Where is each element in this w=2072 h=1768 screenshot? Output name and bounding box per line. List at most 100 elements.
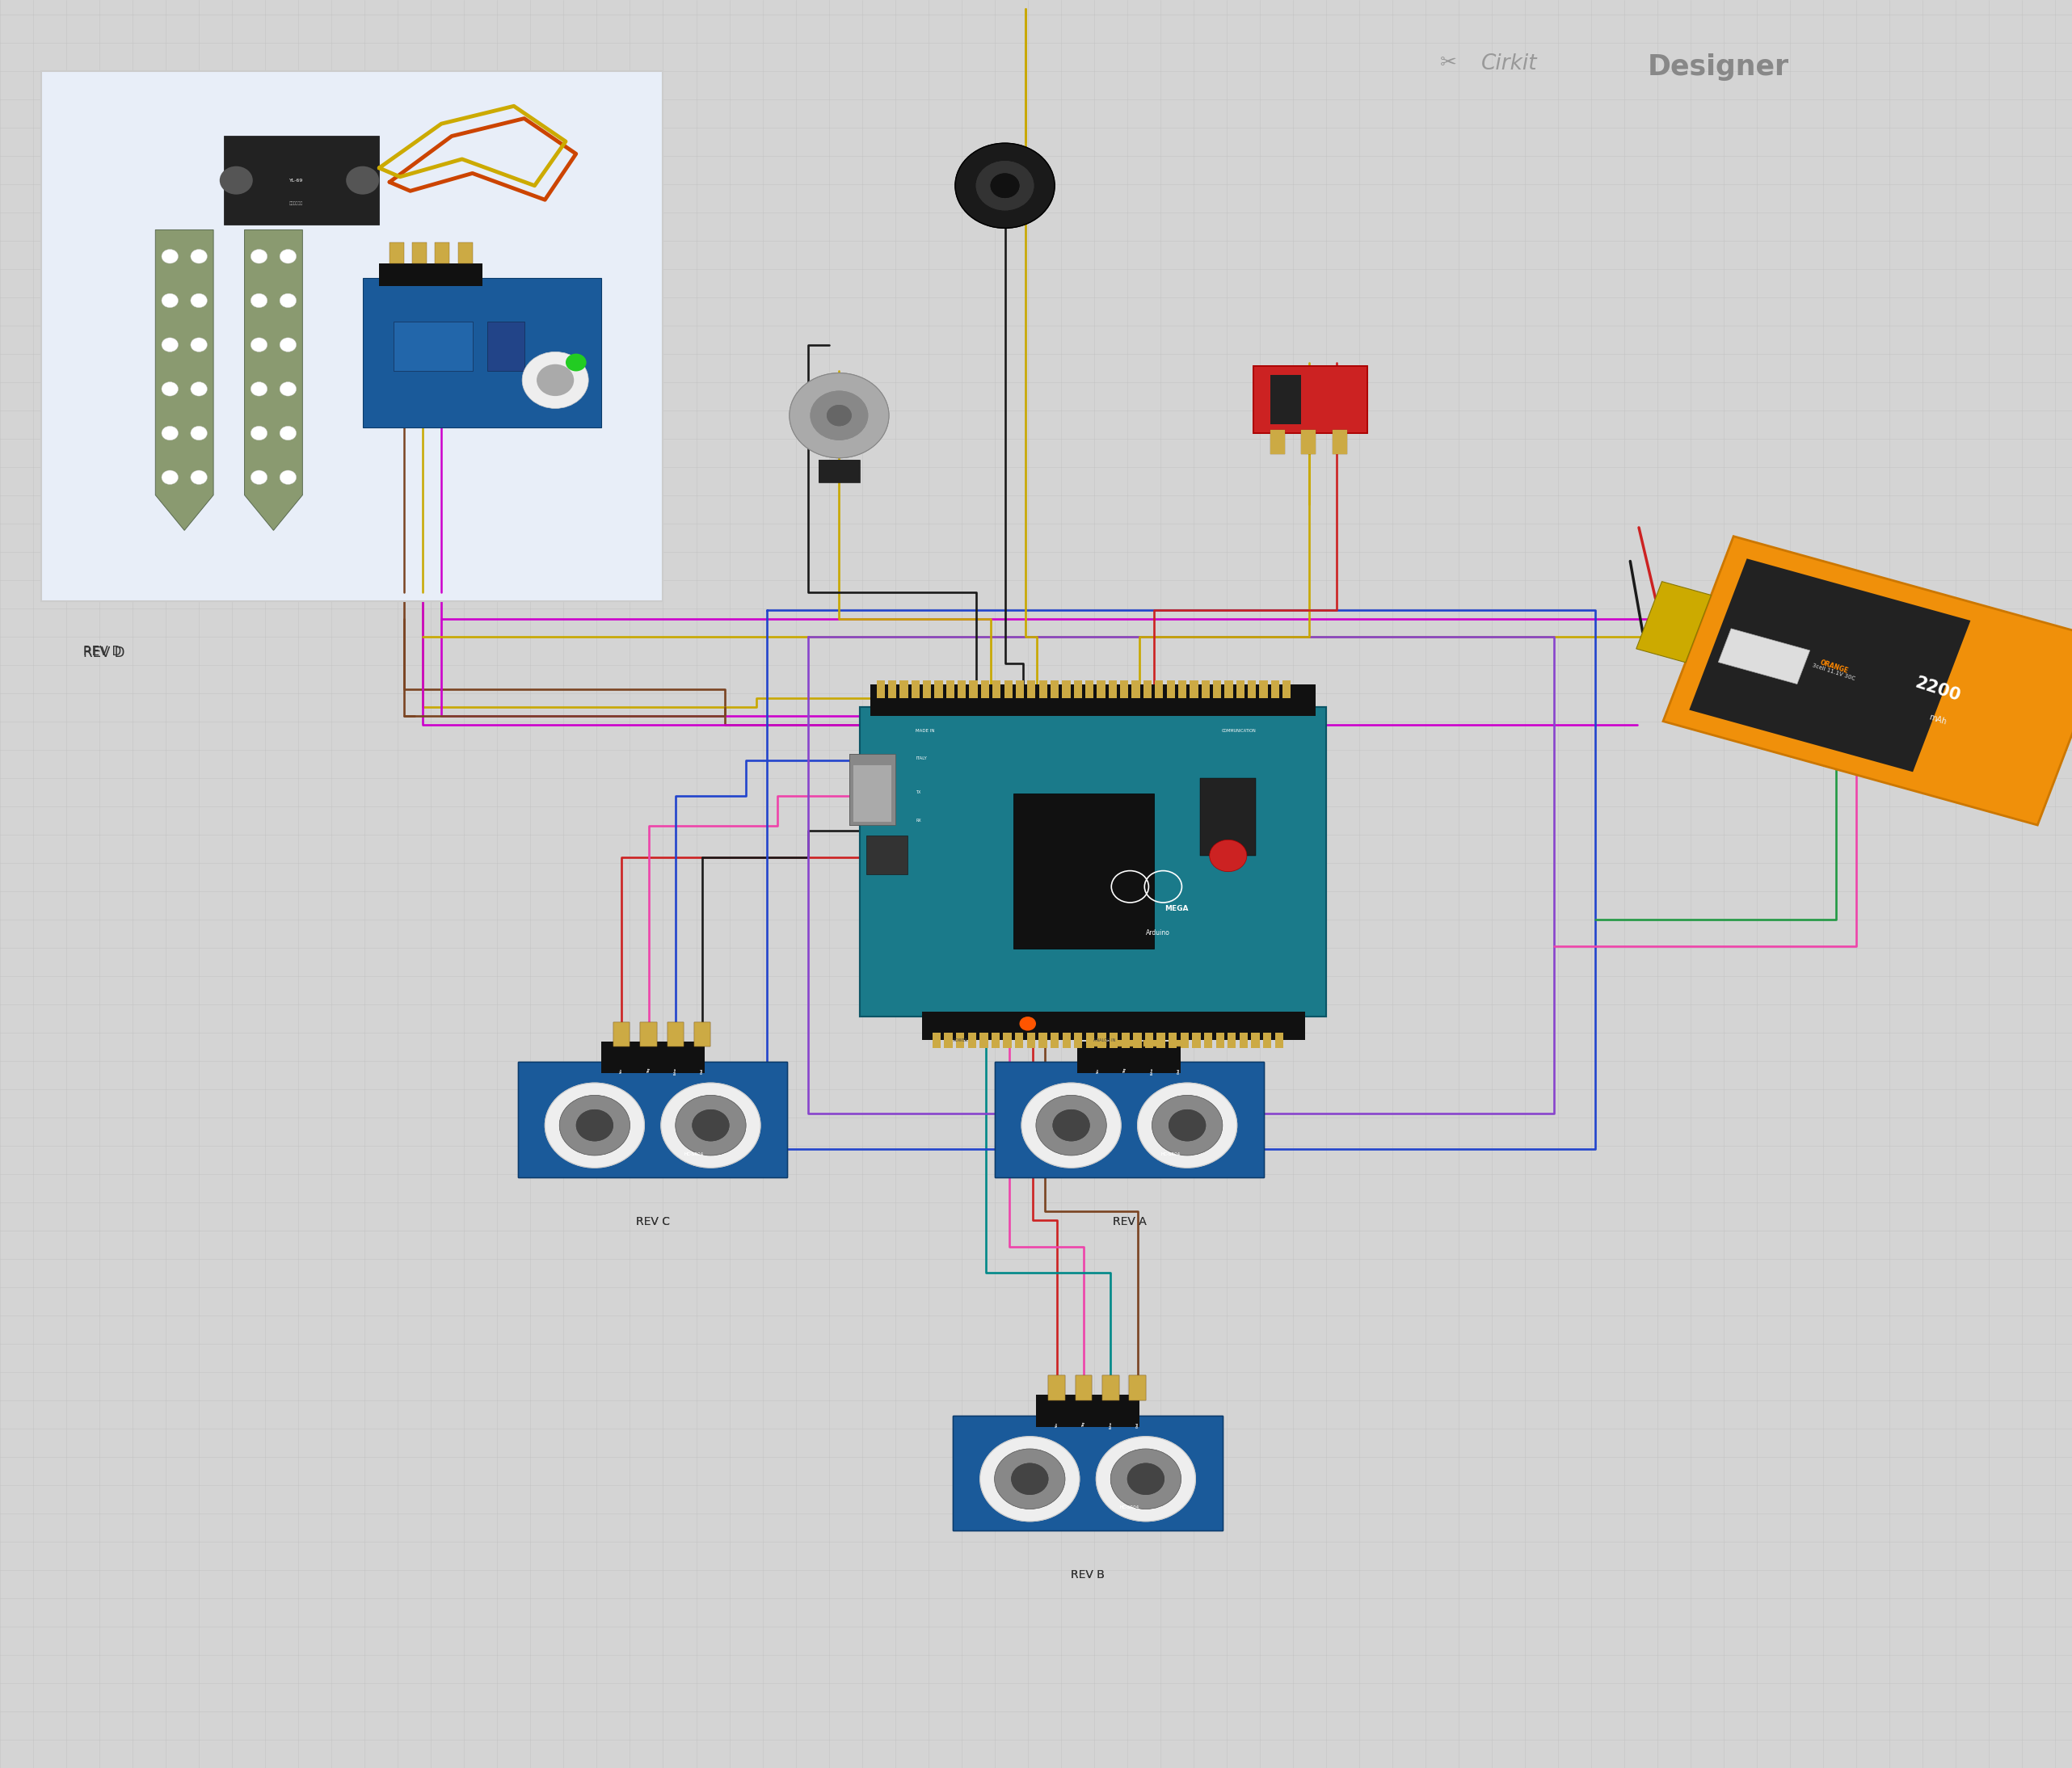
Bar [934, 681, 943, 698]
Bar [1270, 375, 1301, 424]
Circle shape [280, 293, 296, 308]
Circle shape [980, 1436, 1080, 1520]
Circle shape [1127, 1464, 1164, 1496]
Text: REV A: REV A [1113, 1216, 1146, 1227]
Bar [945, 1033, 953, 1048]
Bar [1144, 681, 1152, 698]
Text: REV D: REV D [83, 645, 120, 658]
Bar [1003, 1033, 1011, 1048]
Bar [968, 1033, 976, 1048]
Bar [1237, 681, 1245, 698]
Bar [667, 1022, 684, 1047]
Circle shape [251, 382, 267, 396]
Bar [1179, 681, 1187, 698]
Bar [1154, 681, 1162, 698]
Text: HC-SR04: HC-SR04 [684, 1153, 704, 1156]
Bar [995, 1063, 1264, 1177]
Circle shape [1021, 1082, 1121, 1167]
Bar [601, 1041, 704, 1073]
Bar [912, 681, 920, 698]
Circle shape [661, 1082, 760, 1167]
Circle shape [251, 338, 267, 352]
Bar [412, 242, 427, 263]
Circle shape [1011, 1464, 1048, 1496]
Bar [995, 1063, 1264, 1177]
Bar [1129, 1376, 1146, 1400]
Bar [1036, 1395, 1140, 1427]
Text: ANALOG IN: ANALOG IN [1094, 1038, 1115, 1041]
Bar [1086, 681, 1094, 698]
Text: MEGA: MEGA [1164, 905, 1189, 912]
Circle shape [251, 470, 267, 484]
Bar [912, 681, 920, 698]
Bar [1169, 1033, 1177, 1048]
Bar [1144, 1022, 1160, 1047]
Text: Trig: Trig [1082, 1421, 1086, 1427]
Bar [876, 681, 885, 698]
Bar [1264, 1033, 1272, 1048]
Circle shape [1138, 1082, 1237, 1167]
Polygon shape [1664, 536, 2072, 826]
Bar [1260, 681, 1268, 698]
Bar [932, 1033, 941, 1048]
Bar [1227, 1033, 1235, 1048]
Bar [694, 1022, 711, 1047]
Bar [1270, 430, 1285, 454]
Bar [1086, 681, 1094, 698]
Text: Vcc: Vcc [1096, 1068, 1100, 1073]
Text: Vcc: Vcc [1055, 1421, 1059, 1427]
Circle shape [545, 1082, 644, 1167]
Bar [1225, 681, 1233, 698]
Bar [1102, 1376, 1119, 1400]
Circle shape [980, 1436, 1080, 1520]
Bar [1048, 1376, 1065, 1400]
Circle shape [346, 166, 379, 194]
Bar [1156, 1033, 1164, 1048]
Bar [980, 681, 988, 698]
Text: Trig: Trig [1123, 1068, 1127, 1073]
Circle shape [990, 173, 1019, 198]
Text: Gnd: Gnd [1135, 1421, 1140, 1427]
Circle shape [789, 373, 889, 458]
Bar [1216, 1033, 1225, 1048]
Bar [957, 681, 966, 698]
Circle shape [995, 1450, 1065, 1510]
Bar [1200, 778, 1256, 856]
Polygon shape [1718, 629, 1811, 684]
Bar [1270, 375, 1301, 424]
Bar [1038, 1033, 1046, 1048]
Bar [1301, 430, 1316, 454]
Circle shape [1096, 1436, 1196, 1520]
Text: Trig: Trig [646, 1068, 651, 1073]
Circle shape [955, 143, 1055, 228]
Bar [1131, 681, 1140, 698]
Circle shape [280, 426, 296, 440]
Bar [980, 1033, 988, 1048]
Circle shape [789, 373, 889, 458]
Bar [1301, 430, 1316, 454]
Bar [1216, 1033, 1225, 1048]
Circle shape [191, 338, 207, 352]
Bar [1189, 681, 1198, 698]
Circle shape [1152, 1094, 1222, 1156]
Bar [1038, 1033, 1046, 1048]
Bar [1247, 681, 1256, 698]
Bar [1131, 681, 1140, 698]
Text: Gnd: Gnd [1135, 1421, 1140, 1427]
Bar [694, 1022, 711, 1047]
Circle shape [162, 249, 178, 263]
Circle shape [1169, 1110, 1206, 1142]
Bar [1260, 681, 1268, 698]
Bar [922, 681, 930, 698]
Bar [1332, 430, 1347, 454]
Bar [1169, 1033, 1177, 1048]
Bar [1254, 366, 1368, 433]
Text: REV C: REV C [636, 1216, 669, 1227]
Text: 土壤湿度检测: 土壤湿度检测 [290, 202, 303, 205]
Bar [870, 684, 1316, 716]
Text: Designer: Designer [1647, 53, 1788, 81]
Circle shape [162, 293, 178, 308]
Bar [1028, 1033, 1036, 1048]
Bar [1181, 1033, 1189, 1048]
Bar [957, 681, 966, 698]
